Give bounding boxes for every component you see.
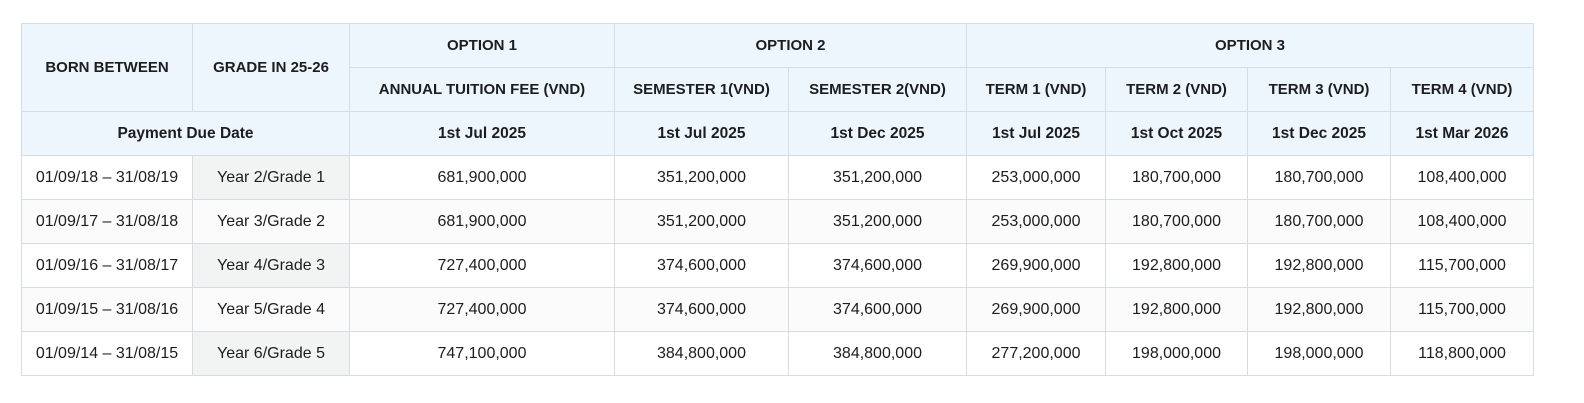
term-2-cell: 198,000,000 [1105, 331, 1249, 376]
tuition-fee-table: BORN BETWEEN GRADE IN 25-26 OPTION 1 OPT… [21, 23, 1535, 376]
annual-fee-cell: 727,400,000 [349, 243, 615, 288]
born-between-cell: 01/09/15 – 31/08/16 [21, 287, 193, 332]
header-annual-fee: ANNUAL TUITION FEE (VND) [349, 67, 615, 112]
due-date-term-2: 1st Oct 2025 [1105, 111, 1249, 156]
term-1-cell: 253,000,000 [966, 155, 1107, 200]
annual-fee-cell: 747,100,000 [349, 331, 615, 376]
grade-cell: Year 5/Grade 4 [192, 287, 350, 332]
header-born-between: BORN BETWEEN [21, 23, 193, 112]
born-between-cell: 01/09/18 – 31/08/19 [21, 155, 193, 200]
annual-fee-cell: 727,400,000 [349, 287, 615, 332]
semester-2-cell: 374,600,000 [787, 287, 968, 332]
table-row: 01/09/18 – 31/08/19 Year 2/Grade 1 681,9… [21, 155, 1535, 200]
table-row: 01/09/14 – 31/08/15 Year 6/Grade 5 747,1… [21, 331, 1535, 376]
table-row: 01/09/15 – 31/08/16 Year 5/Grade 4 727,4… [21, 287, 1535, 332]
due-date-term-3: 1st Dec 2025 [1247, 111, 1392, 156]
due-date-term-1: 1st Jul 2025 [966, 111, 1107, 156]
header-semester-1: SEMESTER 1(VND) [614, 67, 789, 112]
payment-due-label: Payment Due Date [21, 111, 350, 156]
term-4-cell: 115,700,000 [1390, 287, 1535, 332]
header-option-3: OPTION 3 [966, 23, 1535, 68]
due-date-semester-1: 1st Jul 2025 [614, 111, 789, 156]
tuition-table-wrapper: BORN BETWEEN GRADE IN 25-26 OPTION 1 OPT… [21, 23, 1535, 376]
semester-2-cell: 374,600,000 [787, 243, 968, 288]
header-term-1: TERM 1 (VND) [966, 67, 1107, 112]
term-1-cell: 253,000,000 [966, 199, 1107, 244]
due-date-annual: 1st Jul 2025 [349, 111, 615, 156]
term-3-cell: 192,800,000 [1247, 243, 1392, 288]
header-option-2: OPTION 2 [613, 23, 968, 68]
annual-fee-cell: 681,900,000 [349, 199, 615, 244]
header-semester-2: SEMESTER 2(VND) [787, 67, 968, 112]
term-1-cell: 269,900,000 [966, 287, 1107, 332]
born-between-cell: 01/09/16 – 31/08/17 [21, 243, 193, 288]
term-1-cell: 277,200,000 [966, 331, 1107, 376]
term-3-cell: 180,700,000 [1247, 199, 1392, 244]
term-4-cell: 115,700,000 [1390, 243, 1535, 288]
annual-fee-cell: 681,900,000 [349, 155, 615, 200]
grade-cell: Year 4/Grade 3 [192, 243, 350, 288]
semester-1-cell: 351,200,000 [614, 199, 789, 244]
term-3-cell: 198,000,000 [1247, 331, 1392, 376]
header-row-options: BORN BETWEEN GRADE IN 25-26 OPTION 1 OPT… [21, 23, 1535, 112]
table-row: 01/09/16 – 31/08/17 Year 4/Grade 3 727,4… [21, 243, 1535, 288]
due-date-term-4: 1st Mar 2026 [1390, 111, 1535, 156]
term-2-cell: 192,800,000 [1105, 287, 1249, 332]
payment-due-row: Payment Due Date 1st Jul 2025 1st Jul 20… [21, 111, 1535, 156]
born-between-cell: 01/09/17 – 31/08/18 [21, 199, 193, 244]
term-2-cell: 180,700,000 [1105, 199, 1249, 244]
semester-1-cell: 374,600,000 [614, 243, 789, 288]
grade-cell: Year 6/Grade 5 [192, 331, 350, 376]
semester-2-cell: 351,200,000 [787, 155, 968, 200]
table-row: 01/09/17 – 31/08/18 Year 3/Grade 2 681,9… [21, 199, 1535, 244]
header-option-1: OPTION 1 [349, 23, 615, 68]
term-2-cell: 192,800,000 [1105, 243, 1249, 288]
semester-2-cell: 384,800,000 [787, 331, 968, 376]
semester-1-cell: 374,600,000 [614, 287, 789, 332]
header-term-3: TERM 3 (VND) [1247, 67, 1392, 112]
table-body: Payment Due Date 1st Jul 2025 1st Jul 20… [21, 111, 1535, 376]
header-term-2: TERM 2 (VND) [1105, 67, 1249, 112]
grade-cell: Year 2/Grade 1 [192, 155, 350, 200]
table-header: BORN BETWEEN GRADE IN 25-26 OPTION 1 OPT… [21, 23, 1535, 112]
term-3-cell: 180,700,000 [1247, 155, 1392, 200]
grade-cell: Year 3/Grade 2 [192, 199, 350, 244]
header-term-4: TERM 4 (VND) [1390, 67, 1535, 112]
semester-1-cell: 384,800,000 [614, 331, 789, 376]
term-2-cell: 180,700,000 [1105, 155, 1249, 200]
term-4-cell: 118,800,000 [1390, 331, 1535, 376]
born-between-cell: 01/09/14 – 31/08/15 [21, 331, 193, 376]
header-row-subcolumns: ANNUAL TUITION FEE (VND) SEMESTER 1(VND)… [22, 67, 1535, 112]
due-date-semester-2: 1st Dec 2025 [787, 111, 968, 156]
term-4-cell: 108,400,000 [1390, 155, 1535, 200]
term-3-cell: 192,800,000 [1247, 287, 1392, 332]
header-grade: GRADE IN 25-26 [192, 23, 350, 112]
semester-2-cell: 351,200,000 [787, 199, 968, 244]
term-1-cell: 269,900,000 [966, 243, 1107, 288]
semester-1-cell: 351,200,000 [614, 155, 789, 200]
term-4-cell: 108,400,000 [1390, 199, 1535, 244]
